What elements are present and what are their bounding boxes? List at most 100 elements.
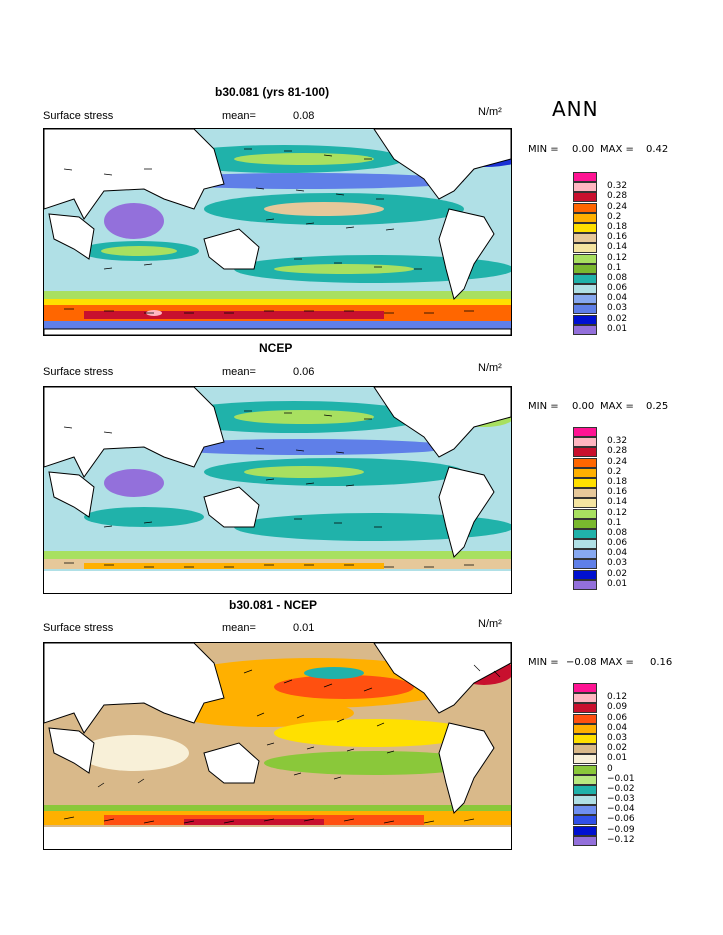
- colorbar-swatch: [573, 744, 597, 755]
- colorbar-swatch: [573, 172, 597, 182]
- panel-1-mean-value: 0.08: [293, 110, 315, 122]
- colorbar-label: 0.03: [607, 732, 628, 743]
- panel-2-min-label: MIN =: [528, 401, 559, 412]
- colorbar-label: 0.03: [607, 558, 628, 569]
- colorbar-label: −0.02: [607, 783, 635, 794]
- colorbar-swatch: [573, 457, 597, 468]
- panel-2-variable: Surface stress: [43, 366, 114, 378]
- colorbar-swatch: [573, 784, 597, 795]
- panel-1-mean-label: mean=: [222, 110, 256, 122]
- colorbar-swatch: [573, 182, 597, 193]
- colorbar-label: 0.06: [607, 538, 628, 549]
- colorbar-label: 0.04: [607, 722, 628, 733]
- colorbar-swatch: [573, 835, 597, 846]
- panel-1-max-value: 0.42: [646, 144, 669, 155]
- panel-2-min-value: 0.00: [572, 401, 595, 412]
- colorbar-swatch: [573, 467, 597, 478]
- panel-3-max-label: MAX =: [600, 657, 634, 668]
- panel-3-mean-value: 0.01: [293, 622, 315, 634]
- colorbar-swatch: [573, 243, 597, 254]
- panel-2-map-svg: [44, 387, 511, 593]
- panel-2-max-value: 0.25: [646, 401, 669, 412]
- land-mask: [44, 643, 511, 814]
- colorbar-label: 0.01: [607, 323, 628, 334]
- colorbar-label: 0.28: [607, 446, 628, 457]
- panel-2-max-label: MAX =: [600, 401, 634, 412]
- colorbar-label: 0.24: [607, 201, 628, 212]
- panel-1-min-value: 0.00: [572, 144, 595, 155]
- colorbar-swatch: [573, 202, 597, 213]
- panel-1-units: N/m²: [478, 106, 502, 118]
- panel-3-min-value: −0.08: [566, 657, 597, 668]
- colorbar-swatch: [573, 253, 597, 264]
- colorbar-swatch: [573, 222, 597, 233]
- panel-1-max-label: MAX =: [600, 144, 634, 155]
- colorbar-swatch: [573, 815, 597, 826]
- panel-2-title: NCEP: [259, 341, 293, 355]
- panel-3-max-value: 0.16: [650, 657, 673, 668]
- colorbar-label: −0.06: [607, 814, 635, 825]
- land-mask: [44, 387, 511, 558]
- colorbar-label: 0.02: [607, 568, 628, 579]
- colorbar-swatch: [573, 805, 597, 816]
- panel-2-mean-label: mean=: [222, 366, 256, 378]
- colorbar-swatch: [573, 488, 597, 499]
- panel-3-min-label: MIN =: [528, 657, 559, 668]
- colorbar-label: 0.01: [607, 753, 628, 764]
- panel-2-mean-value: 0.06: [293, 366, 315, 378]
- panel-1-variable: Surface stress: [43, 110, 114, 122]
- colorbar-swatch: [573, 528, 597, 539]
- colorbar-label: 0.28: [607, 191, 628, 202]
- colorbar-swatch: [573, 212, 597, 223]
- colorbar-label: 0.06: [607, 712, 628, 723]
- colorbar-label: −0.12: [607, 834, 635, 845]
- colorbar-swatch: [573, 233, 597, 244]
- colorbar-label: 0.01: [607, 578, 628, 589]
- colorbar-swatch: [573, 304, 597, 315]
- colorbar-swatch: [573, 579, 597, 590]
- colorbar-swatch: [573, 549, 597, 560]
- colorbar-label: 0.12: [607, 692, 628, 703]
- colorbar-label: 0.04: [607, 548, 628, 559]
- colorbar-swatch: [573, 427, 597, 437]
- colorbar-swatch: [573, 703, 597, 714]
- colorbar-swatch: [573, 539, 597, 550]
- colorbar-label: −0.09: [607, 824, 635, 835]
- colorbar-swatch: [573, 437, 597, 448]
- colorbar-swatch: [573, 263, 597, 274]
- stress-vectors: [63, 664, 501, 824]
- panel-1-min-label: MIN =: [528, 144, 559, 155]
- colorbar-swatch: [573, 518, 597, 529]
- colorbar-swatch: [573, 498, 597, 509]
- land-mask: [44, 129, 511, 335]
- colorbar-swatch: [573, 795, 597, 806]
- colorbar-label: 0.32: [607, 181, 628, 192]
- colorbar-swatch: [573, 447, 597, 458]
- colorbar-label: 0: [607, 763, 613, 774]
- colorbar-label: 0.02: [607, 743, 628, 754]
- panel-2-map: [43, 386, 512, 594]
- colorbar-label: 0.14: [607, 242, 628, 253]
- colorbar-swatch: [573, 324, 597, 335]
- colorbar-swatch: [573, 723, 597, 734]
- colorbar-swatch: [573, 693, 597, 704]
- panel-3-units: N/m²: [478, 618, 502, 630]
- stress-vectors: [63, 410, 474, 568]
- colorbar-swatch: [573, 294, 597, 305]
- colorbar-label: 0.16: [607, 232, 628, 243]
- colorbar-swatch: [573, 273, 597, 284]
- colorbar-swatch: [573, 733, 597, 744]
- colorbar-label: 0.09: [607, 702, 628, 713]
- colorbar-label: 0.1: [607, 262, 622, 273]
- panel-3-mean-label: mean=: [222, 622, 256, 634]
- panel-3-variable: Surface stress: [43, 622, 114, 634]
- colorbar-swatch: [573, 477, 597, 488]
- colorbar-swatch: [573, 754, 597, 765]
- colorbar-label: 0.16: [607, 487, 628, 498]
- colorbar-label: −0.04: [607, 804, 635, 815]
- colorbar-label: −0.03: [607, 794, 635, 805]
- colorbar-label: 0.12: [607, 507, 628, 518]
- colorbar-swatch: [573, 192, 597, 203]
- stress-vectors: [63, 148, 474, 314]
- colorbar-label: 0.18: [607, 221, 628, 232]
